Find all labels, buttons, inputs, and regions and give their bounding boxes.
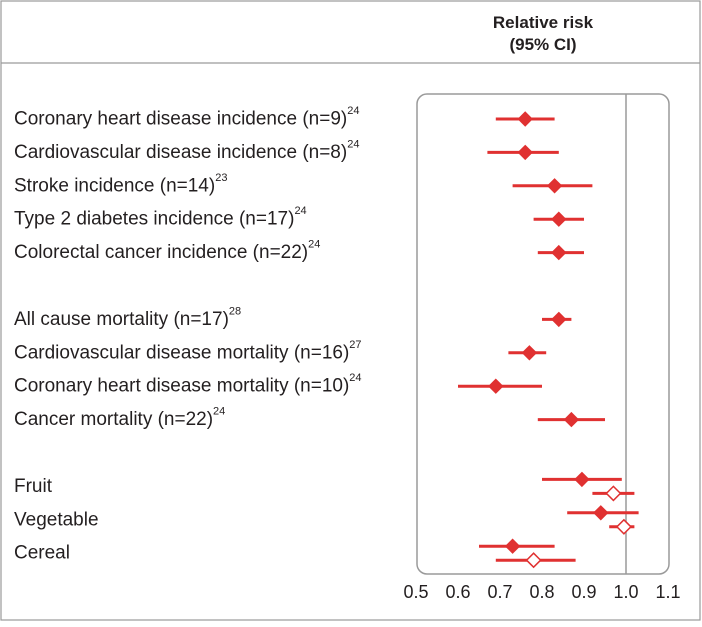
x-tick-label: 1.0 (613, 582, 638, 602)
row-label-reference: 27 (349, 339, 361, 351)
header-title: Relative risk (493, 13, 594, 32)
point-estimate-marker (551, 311, 567, 328)
x-tick-label: 0.5 (403, 582, 428, 602)
point-estimate-marker (504, 538, 521, 554)
point-estimate-marker (521, 345, 538, 361)
x-tick-label: 0.8 (529, 582, 554, 602)
point-estimate-marker (517, 144, 533, 161)
row-label: Coronary heart disease incidence (n=9)24 (14, 105, 359, 130)
x-tick-label: 0.7 (487, 582, 512, 602)
x-axis: 0.5 0.6 0.7 0.8 0.9 1.0 1.1 (403, 582, 680, 602)
row-label-reference: 24 (349, 372, 361, 384)
row-label: Cereal (14, 543, 70, 564)
x-tick-label: 0.9 (571, 582, 596, 602)
point-estimate-marker (517, 111, 533, 127)
point-estimate-marker (551, 244, 567, 261)
row-label: Vegetable (14, 509, 99, 530)
row-label: Cardiovascular disease incidence (n=8)24 (14, 138, 359, 163)
point-estimate-open-marker (615, 518, 632, 535)
row-label: Type 2 diabetes incidence (n=17)24 (14, 205, 307, 230)
point-estimate-marker (488, 378, 504, 394)
row-label: Colorectal cancer incidence (n=22)24 (14, 239, 320, 264)
row-label: All cause mortality (n=17)28 (14, 305, 241, 330)
plot-panel (416, 93, 670, 575)
row-label: Coronary heart disease mortality (n=10)2… (14, 372, 362, 397)
row-labels: Coronary heart disease incidence (n=9)24… (14, 105, 362, 564)
row-label-reference: 28 (229, 305, 241, 317)
row-label-reference: 23 (215, 172, 227, 184)
point-estimate-marker (551, 211, 567, 227)
row-label-reference: 24 (308, 239, 320, 251)
row-label-reference: 24 (347, 138, 359, 150)
estimate-marks (458, 111, 639, 569)
row-label: Stroke incidence (n=14)23 (14, 172, 227, 197)
row-label: Cardiovascular disease mortality (n=16)2… (14, 339, 362, 364)
x-tick-label: 1.1 (655, 582, 680, 602)
point-estimate-marker (574, 471, 590, 488)
point-estimate-open-marker (525, 552, 542, 569)
point-estimate-marker (593, 505, 609, 521)
row-label-reference: 24 (347, 105, 359, 117)
row-label: Cancer mortality (n=22)24 (14, 406, 225, 431)
row-label-reference: 24 (294, 205, 306, 217)
header-subtitle: (95% CI) (509, 35, 576, 54)
point-estimate-marker (546, 178, 563, 194)
point-estimate-marker (563, 411, 580, 428)
row-label: Fruit (14, 476, 53, 497)
point-estimate-open-marker (605, 485, 622, 502)
x-tick-label: 0.6 (445, 582, 470, 602)
row-label-reference: 24 (213, 406, 225, 418)
